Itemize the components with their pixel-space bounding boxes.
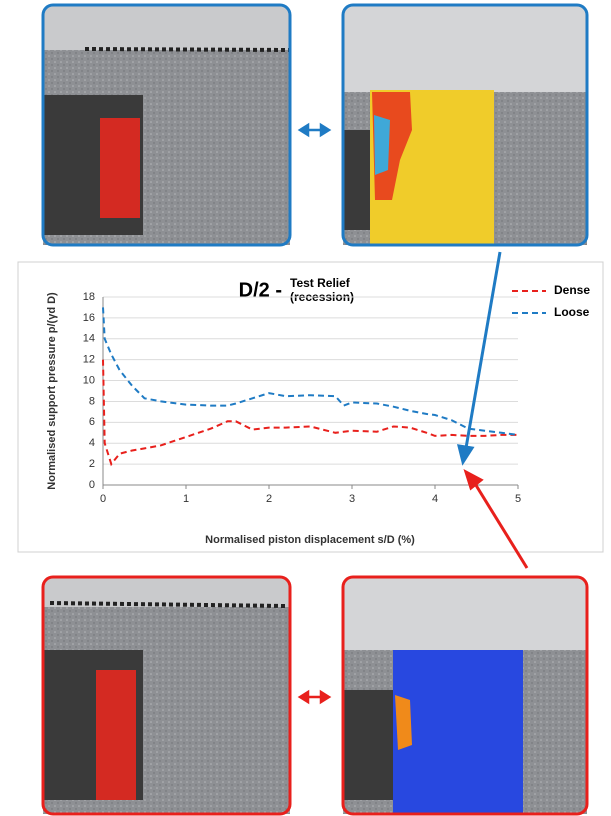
- y-tick-label: 18: [83, 291, 95, 303]
- y-tick-label: 14: [83, 333, 95, 345]
- double-arrow-blue: [300, 125, 329, 135]
- y-tick-label: 16: [83, 312, 95, 324]
- chart-title: D/2 -: [239, 279, 282, 301]
- x-tick-label: 1: [183, 493, 189, 505]
- x-tick-label: 0: [100, 493, 106, 505]
- chart-subtitle: Test Relief: [290, 276, 351, 290]
- chart-panel: [18, 262, 603, 552]
- x-tick-label: 2: [266, 493, 272, 505]
- x-axis-label: Normalised piston displacement s/D (%): [205, 534, 415, 546]
- x-tick-label: 4: [432, 493, 438, 505]
- y-tick-label: 0: [89, 479, 95, 491]
- y-tick-label: 4: [89, 437, 95, 449]
- x-tick-label: 5: [515, 493, 521, 505]
- photo-bottom-left: [43, 577, 290, 814]
- y-tick-label: 10: [83, 374, 95, 386]
- photo-bottom-right: [343, 577, 587, 814]
- photo-top-left: [43, 5, 290, 245]
- double-arrow-red: [300, 692, 329, 702]
- y-axis-label: Normalised support pressure p/(γd D): [46, 292, 58, 490]
- x-tick-label: 3: [349, 493, 355, 505]
- y-tick-label: 2: [89, 458, 95, 470]
- figure: D/2 - Test Relief (recession) Normalised…: [0, 0, 611, 816]
- y-tick-label: 8: [89, 395, 95, 407]
- legend-label: Dense: [554, 283, 590, 297]
- y-tick-label: 12: [83, 354, 95, 366]
- legend-label: Loose: [554, 305, 590, 319]
- y-tick-label: 6: [89, 416, 95, 428]
- photo-top-right: [343, 5, 587, 245]
